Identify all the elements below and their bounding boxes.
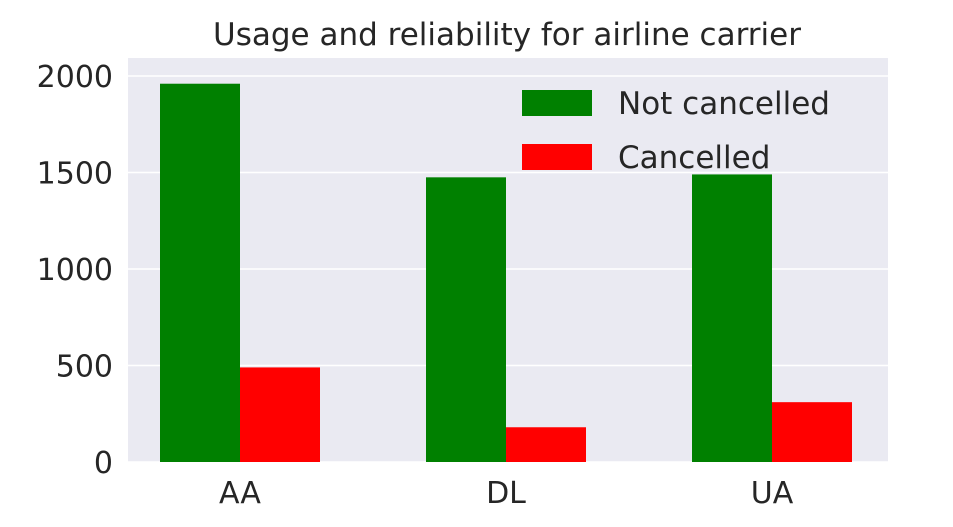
y-tick-label: 2000 [37,60,113,95]
x-axis-ticks: AA DL UA [219,476,794,511]
bar-cancelled-dl [506,427,586,462]
bar-cancelled-ua [772,402,852,462]
legend: Not cancelled Cancelled [522,86,830,176]
x-tick-label: DL [486,476,526,511]
y-tick-label: 0 [94,446,113,481]
bar-not-cancelled-dl [426,177,506,462]
legend-label: Not cancelled [618,86,830,122]
legend-swatch [522,90,592,116]
y-tick-label: 1500 [37,157,113,192]
bars [160,83,852,462]
legend-swatch [522,144,592,170]
y-tick-label: 500 [56,350,113,385]
bar-not-cancelled-aa [160,83,240,462]
bar-not-cancelled-ua [692,174,772,462]
legend-label: Cancelled [618,140,770,176]
chart-title: Usage and reliability for airline carrie… [213,17,801,53]
y-tick-label: 1000 [37,253,113,288]
x-tick-label: UA [751,476,794,511]
y-axis-ticks: 0 500 1000 1500 2000 [37,60,113,481]
x-tick-label: AA [219,476,261,511]
bar-cancelled-aa [240,367,320,462]
